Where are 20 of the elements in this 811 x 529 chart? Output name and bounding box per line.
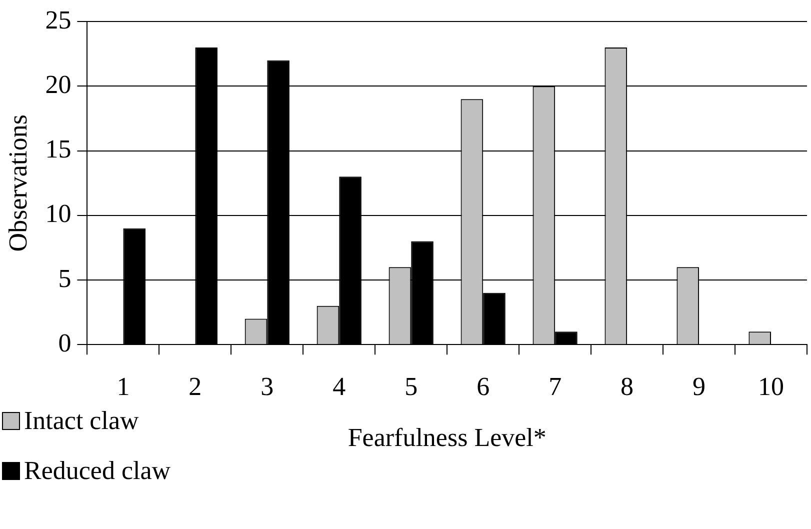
x-tick-label: 7	[548, 372, 562, 402]
x-tick-label: 8	[620, 372, 634, 402]
x-tick-label: 10	[758, 372, 784, 402]
y-tick-label: 25	[45, 5, 72, 34]
x-tick-label: 9	[692, 372, 706, 402]
legend-label: Intact claw	[24, 406, 139, 436]
x-axis-title: Fearfulness Level*	[348, 423, 546, 452]
y-tick-label: 20	[45, 70, 72, 100]
x-tick-label: 2	[188, 372, 202, 402]
y-axis-title: Observations	[3, 114, 32, 252]
x-tick-label: 4	[332, 372, 346, 402]
x-tick-label: 1	[116, 372, 130, 402]
y-tick-label: 15	[45, 134, 72, 164]
x-tick-label: 5	[404, 372, 418, 402]
legend-label: Reduced claw	[24, 456, 171, 486]
x-tick-label: 3	[260, 372, 274, 402]
y-tick-label: 0	[58, 328, 72, 358]
x-tick-label: 6	[476, 372, 490, 402]
y-tick-label: 5	[58, 264, 72, 293]
y-tick-label: 10	[45, 199, 72, 228]
